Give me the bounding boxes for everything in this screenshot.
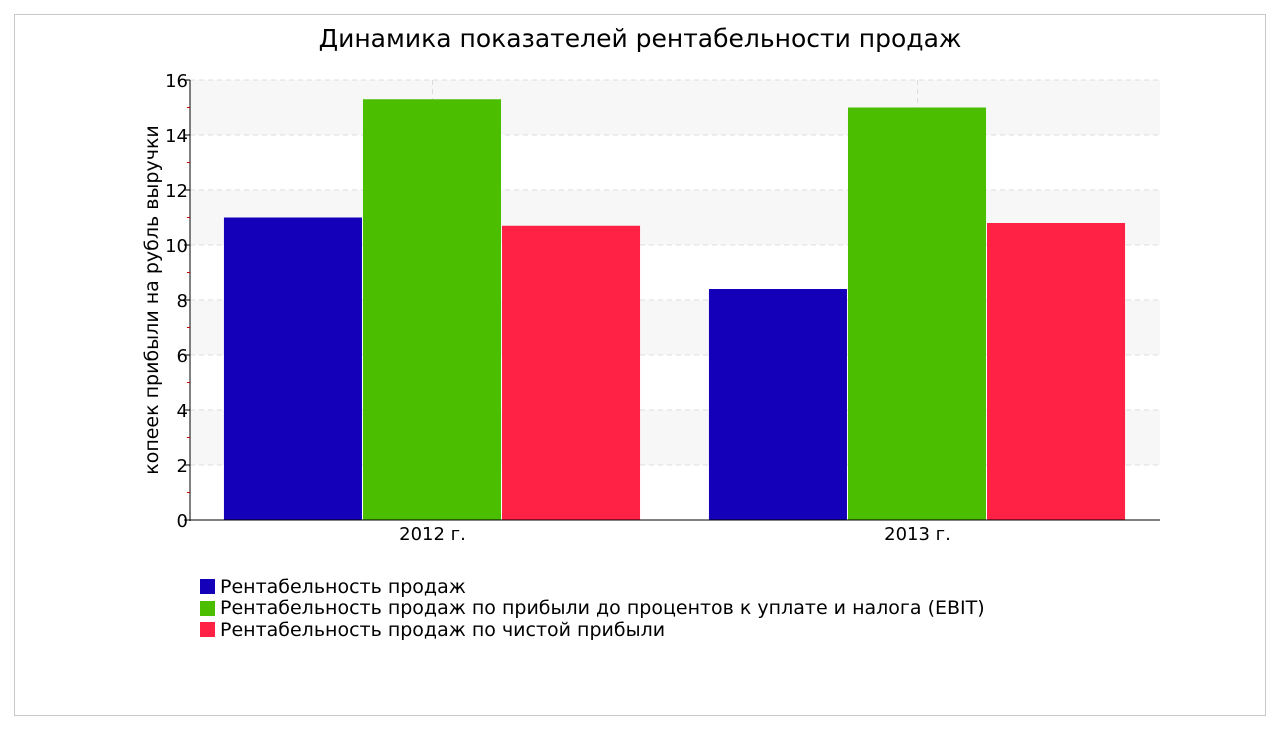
y-tick-label: 4 [177,401,188,422]
y-tick-label: 12 [165,181,188,202]
y-tick-label: 6 [177,346,188,367]
chart-title: Динамика показателей рентабельности прод… [318,24,962,53]
grid-band [190,80,1160,135]
legend-item-1: Рентабельность продаж по прибыли до проц… [200,597,985,620]
legend-label-2: Рентабельность продаж по чистой прибыли [220,618,666,641]
y-tick-label: 8 [177,291,188,312]
legend: Рентабельность продаж Рентабельность про… [200,576,985,641]
bar-2-0 [502,225,641,520]
bar-2-1 [987,223,1126,520]
x-tick-label: 2013 г. [884,524,951,545]
y-tick-label: 2 [177,456,188,477]
y-tick-label: 14 [165,126,188,147]
legend-swatch-2 [200,622,215,638]
legend-item-0: Рентабельность продаж [200,576,985,598]
bar-0-0 [223,217,362,520]
legend-swatch-1 [200,600,215,616]
legend-label-0: Рентабельность продаж [220,575,466,598]
legend-label-1: Рентабельность продаж по прибыли до проц… [220,597,985,620]
x-tick-label: 2012 г. [399,524,466,545]
y-axis-label: копеек прибыли на рубль выручки [141,125,163,475]
y-tick-label: 10 [165,236,188,257]
bar-1-0 [362,99,502,520]
legend-swatch-0 [200,579,215,595]
bar-1-1 [847,107,987,520]
y-tick-label: 0 [177,511,188,532]
legend-item-2: Рентабельность продаж по чистой прибыли [200,619,985,641]
y-tick-label: 16 [165,71,188,92]
bar-0-1 [708,289,847,520]
